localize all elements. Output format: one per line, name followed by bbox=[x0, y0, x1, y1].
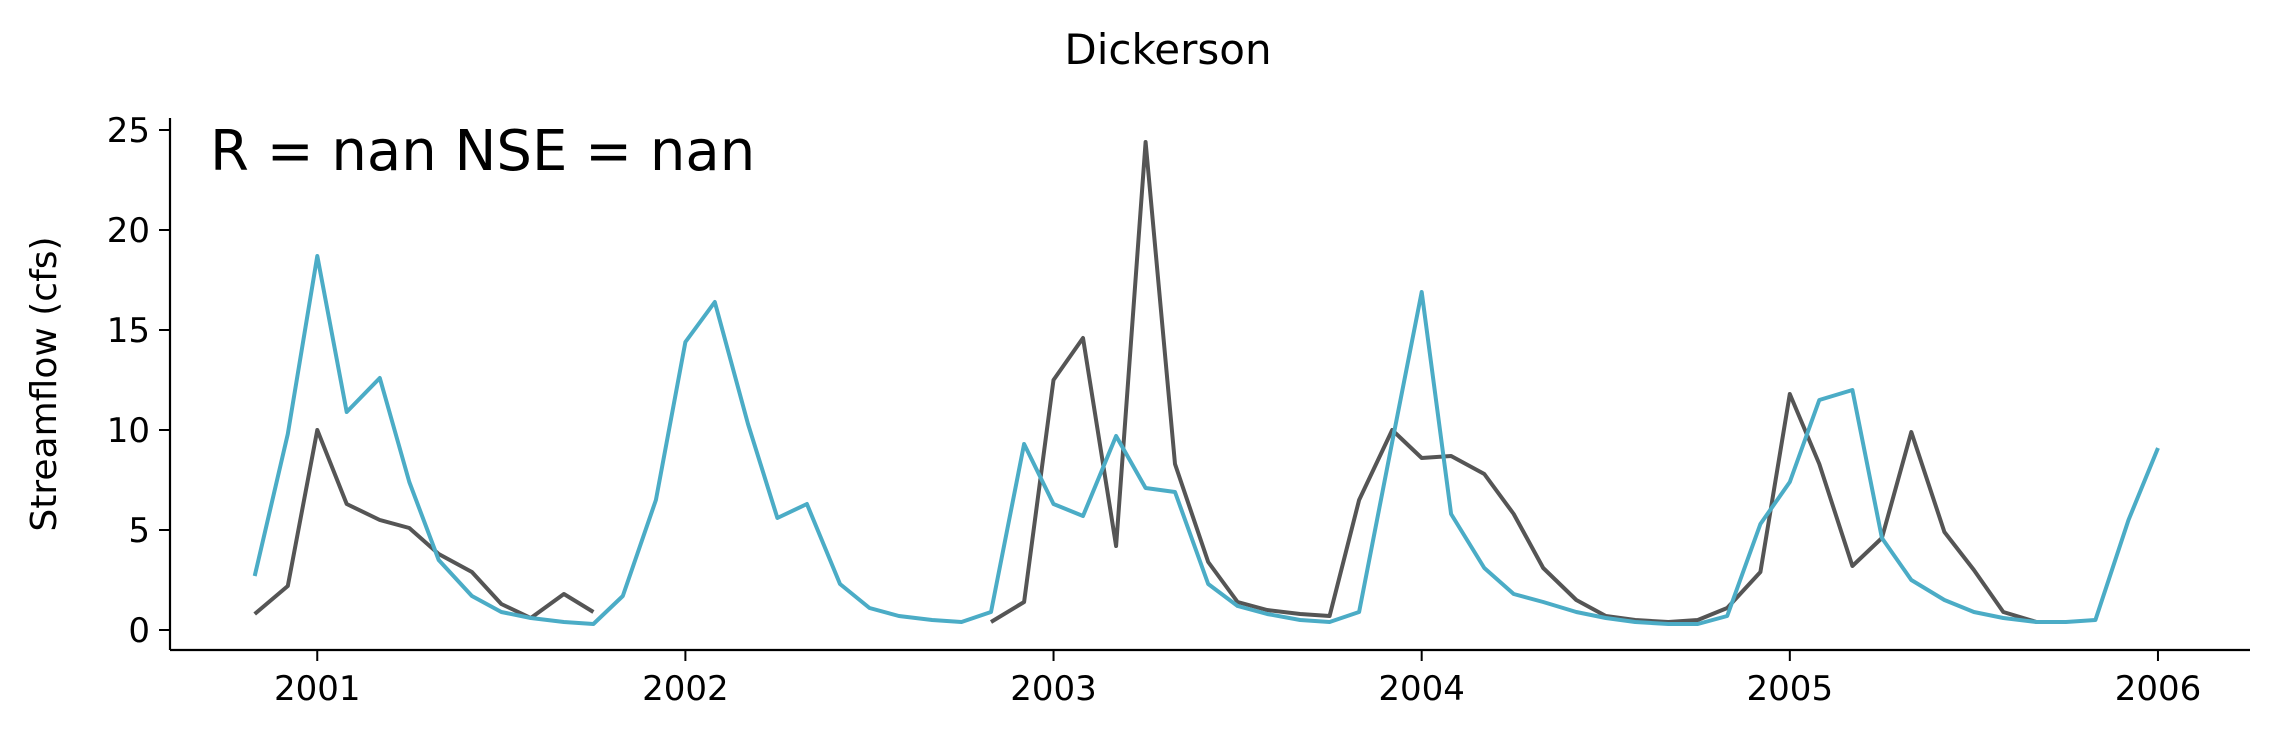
y-axis-label: Streamflow (cfs) bbox=[24, 236, 65, 531]
x-tick-label: 2003 bbox=[1010, 669, 1097, 709]
y-tick-label: 10 bbox=[107, 411, 150, 451]
axes-layer bbox=[168, 118, 2250, 652]
chart-title: Dickerson bbox=[1064, 25, 1271, 74]
x-tick-label: 2001 bbox=[274, 669, 361, 709]
y-tick-label: 20 bbox=[107, 211, 150, 251]
x-tick-label: 2002 bbox=[642, 669, 729, 709]
x-tick-label: 2006 bbox=[2115, 669, 2202, 709]
ticks-layer: 2001 2002 2003 2004 2005 2006 0 5 10 15 20 25 bbox=[107, 111, 2201, 709]
y-tick-label: 0 bbox=[128, 611, 150, 651]
series-1-line-segment-0 bbox=[252, 254, 2160, 626]
y-tick-label: 25 bbox=[107, 111, 150, 151]
series-layer bbox=[252, 140, 2160, 626]
x-tick-label: 2005 bbox=[1747, 669, 1834, 709]
x-tick-label: 2004 bbox=[1378, 669, 1465, 709]
series-0-line-segment-1 bbox=[989, 140, 2066, 624]
y-tick-label: 15 bbox=[107, 311, 150, 351]
metrics-annotation: R = nan NSE = nan bbox=[210, 119, 755, 184]
series-0-line-segment-0 bbox=[253, 428, 595, 620]
y-tick-label: 5 bbox=[128, 511, 150, 551]
